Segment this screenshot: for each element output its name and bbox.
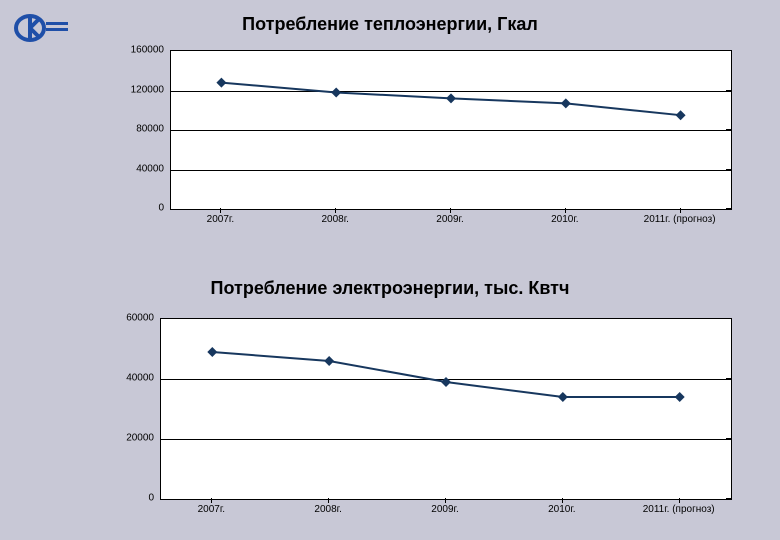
chart2-ytick-mark	[726, 498, 731, 499]
chart1-plot-area	[170, 50, 732, 210]
chart2-plot-area	[160, 318, 732, 500]
chart2-ytick-mark	[726, 438, 731, 439]
chart2-ytick-label: 60000	[126, 313, 160, 324]
chart1: 040000800001200001600002007г.2008г.2009г…	[170, 50, 730, 208]
chart1-xtick-mark	[335, 208, 336, 213]
chart1-ytick-label: 40000	[136, 163, 170, 174]
chart2-ytick-label: 0	[148, 493, 160, 504]
chart1-ytick-label: 160000	[131, 45, 170, 56]
chart2-ytick-label: 40000	[126, 373, 160, 384]
chart2-ytick-mark	[726, 318, 731, 319]
chart2-series	[161, 319, 731, 499]
chart1-ytick-mark	[726, 208, 731, 209]
chart1-marker	[216, 78, 226, 88]
chart1-xtick-mark	[565, 208, 566, 213]
chart1-marker	[446, 93, 456, 103]
chart2-marker	[441, 377, 451, 387]
chart2-ytick-mark	[726, 378, 731, 379]
chart1-ytick-mark	[726, 90, 731, 91]
chart1-ytick-mark	[726, 50, 731, 51]
chart2-xtick-mark	[445, 498, 446, 503]
chart2-marker	[324, 356, 334, 366]
chart2-marker	[558, 392, 568, 402]
chart2-marker	[207, 347, 217, 357]
chart1-ytick-label: 80000	[136, 124, 170, 135]
chart1-ytick-mark	[726, 169, 731, 170]
chart1-marker	[676, 110, 686, 120]
chart2: 02000040000600002007г.2008г.2009г.2010г.…	[160, 318, 730, 498]
chart1-ytick-mark	[726, 129, 731, 130]
chart2-marker	[675, 392, 685, 402]
chart1-marker	[331, 87, 341, 97]
chart1-series	[171, 51, 731, 209]
chart2-xtick-mark	[679, 498, 680, 503]
chart1-xtick-mark	[450, 208, 451, 213]
chart2-xtick-mark	[211, 498, 212, 503]
chart1-ytick-label: 120000	[131, 84, 170, 95]
chart2-xtick-mark	[562, 498, 563, 503]
chart2-title: Потребление электроэнергии, тыс. Квтч	[0, 278, 780, 299]
chart1-ytick-label: 0	[158, 203, 170, 214]
chart2-ytick-label: 20000	[126, 433, 160, 444]
chart1-title: Потребление теплоэнергии, Гкал	[0, 14, 780, 35]
chart2-xtick-mark	[328, 498, 329, 503]
chart1-xtick-mark	[680, 208, 681, 213]
chart1-marker	[561, 98, 571, 108]
chart2-line	[212, 352, 679, 397]
chart1-xtick-mark	[220, 208, 221, 213]
